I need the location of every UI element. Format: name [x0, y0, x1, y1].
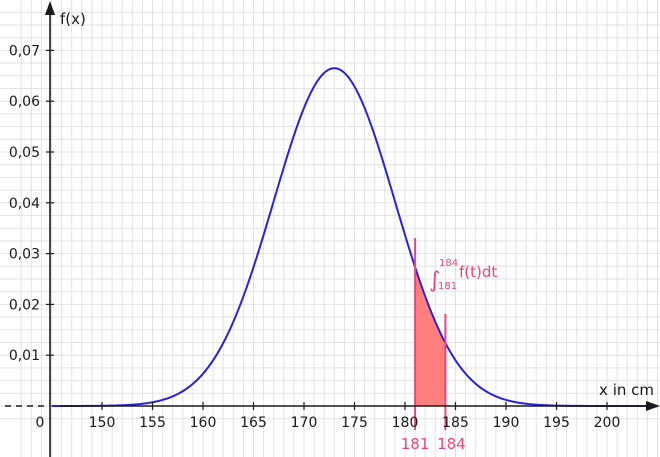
x-tick-label: 175 [341, 415, 368, 431]
x-tick-label: 190 [493, 415, 520, 431]
y-tick-label: 0,01 [9, 348, 40, 364]
x-tick-label: 180 [392, 415, 419, 431]
x-tick-label: 185 [442, 415, 469, 431]
x-axis-arrow [646, 401, 660, 411]
integral-upper-limit: 184 [439, 258, 458, 269]
y-tick-label: 0,02 [9, 297, 40, 313]
y-tick-label: 0,05 [9, 145, 40, 161]
integral-sign: ∫ [429, 268, 440, 293]
y-tick-label: 0,07 [9, 43, 40, 59]
x-tick-label: 170 [291, 415, 318, 431]
y-axis-label: f(x) [60, 10, 86, 28]
x-tick-label: 165 [240, 415, 267, 431]
x-tick-label: 150 [89, 415, 116, 431]
x-tick-label: 160 [190, 415, 217, 431]
y-tick-label: 0,04 [9, 196, 40, 212]
x-ticks: 150 155 160 165 170 175 180 185 190 195 200 [89, 402, 621, 431]
lower-bound-label: 181 [401, 435, 430, 453]
integral-lower-limit: 181 [438, 281, 457, 292]
y-ticks: 0,01 0,02 0,03 0,04 0,05 0,06 0,07 [9, 43, 54, 364]
integral-integrand: f(t)dt [459, 263, 497, 281]
y-tick-label: 0,03 [9, 247, 40, 263]
upper-bound-label: 184 [437, 435, 466, 453]
x-tick-label: 200 [594, 415, 621, 431]
y-axis-arrow [45, 1, 55, 15]
integral-annotation: ∫ 184 181 f(t)dt [429, 258, 497, 293]
shaded-integral-area [415, 267, 446, 406]
x-tick-label: 155 [139, 415, 166, 431]
x-tick-label: 195 [543, 415, 570, 431]
origin-label: 0 [36, 415, 45, 431]
y-tick-label: 0,06 [9, 94, 40, 110]
x-axis-label: x in cm [599, 381, 654, 399]
